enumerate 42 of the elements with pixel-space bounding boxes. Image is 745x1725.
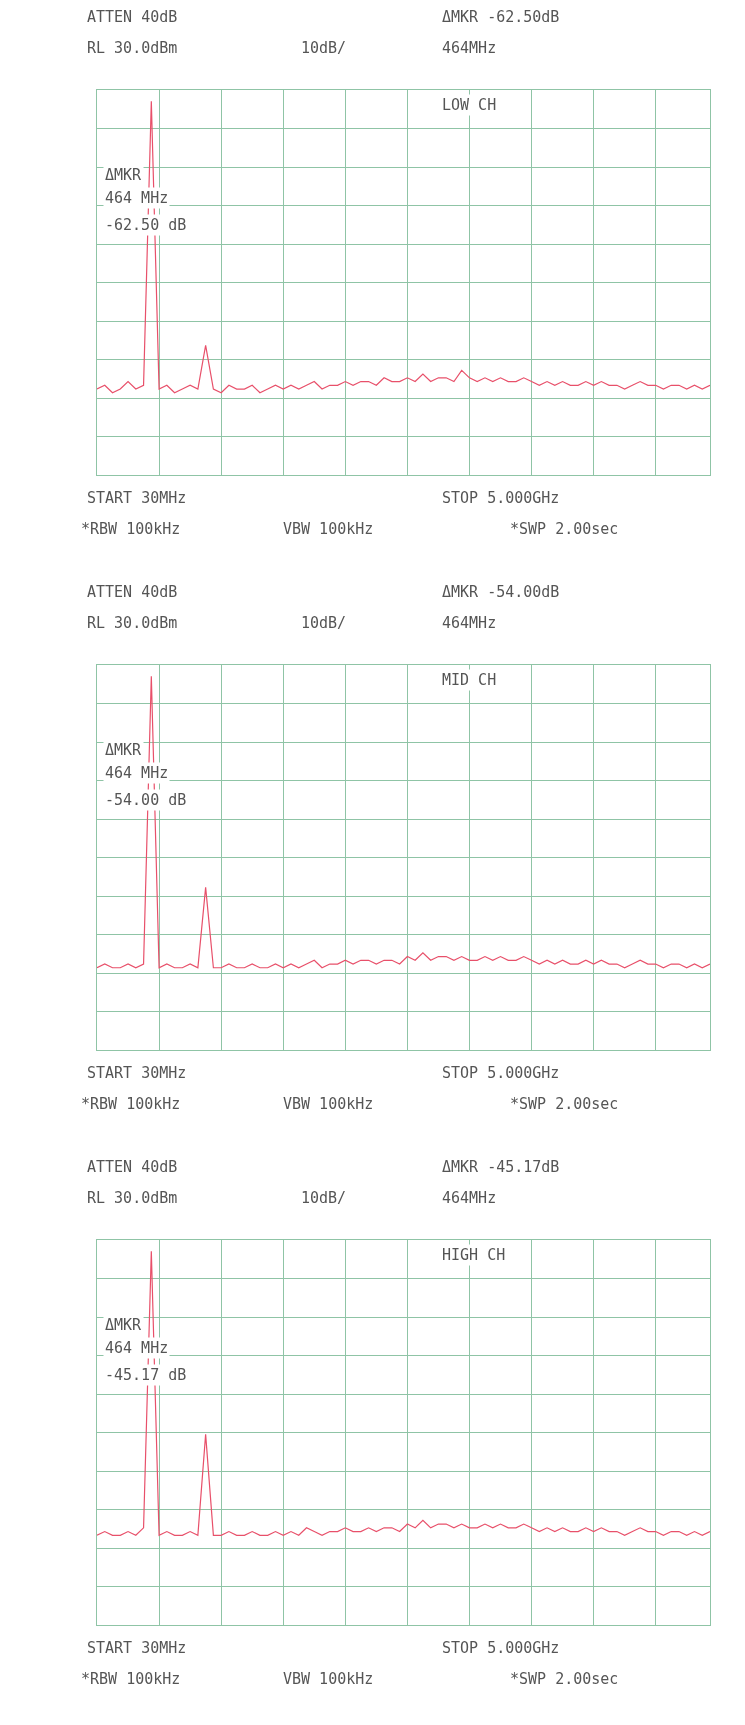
text: STOP 5.000GHz xyxy=(442,1064,560,1082)
text: 464MHz xyxy=(442,39,497,57)
text: 464MHz xyxy=(442,1189,497,1207)
annotation: 464 MHz xyxy=(105,189,169,207)
annotation: -45.17 dB xyxy=(105,1366,187,1384)
text: ΔMKR -54.00dB xyxy=(442,583,560,601)
text: 10dB/ xyxy=(301,39,347,57)
text: *RBW 100kHz xyxy=(81,520,181,538)
annotation: MID CH xyxy=(442,671,497,689)
text: START 30MHz xyxy=(87,1064,187,1082)
annotation: HIGH CH xyxy=(442,1246,506,1264)
text: STOP 5.000GHz xyxy=(442,1639,560,1657)
annotation: -54.00 dB xyxy=(105,791,187,809)
text: ΔMKR -62.50dB xyxy=(442,8,560,26)
text: VBW 100kHz xyxy=(283,520,374,538)
text: STOP 5.000GHz xyxy=(442,489,560,507)
text: ATTEN 40dB xyxy=(87,583,178,601)
text: *SWP 2.00sec xyxy=(510,520,619,538)
text: RL 30.0dBm xyxy=(87,1189,178,1207)
annotation: ΔMKR xyxy=(105,741,143,759)
text: VBW 100kHz xyxy=(283,1670,374,1688)
text: 10dB/ xyxy=(301,1189,347,1207)
text: ATTEN 40dB xyxy=(87,1158,178,1176)
annotation: ΔMKR xyxy=(105,166,143,184)
annotation: -62.50 dB xyxy=(105,216,187,234)
text: 464MHz xyxy=(442,614,497,632)
text: *RBW 100kHz xyxy=(81,1670,181,1688)
text: START 30MHz xyxy=(87,1639,187,1657)
text: 10dB/ xyxy=(301,614,347,632)
text: *RBW 100kHz xyxy=(81,1095,181,1113)
text: ΔMKR -45.17dB xyxy=(442,1158,560,1176)
annotation: ΔMKR xyxy=(105,1316,143,1334)
text: *SWP 2.00sec xyxy=(510,1670,619,1688)
text: RL 30.0dBm xyxy=(87,614,178,632)
annotation: LOW CH xyxy=(442,96,497,114)
text: RL 30.0dBm xyxy=(87,39,178,57)
annotation: 464 MHz xyxy=(105,1339,169,1357)
text: START 30MHz xyxy=(87,489,187,507)
text: VBW 100kHz xyxy=(283,1095,374,1113)
text: ATTEN 40dB xyxy=(87,8,178,26)
text: *SWP 2.00sec xyxy=(510,1095,619,1113)
annotation: 464 MHz xyxy=(105,764,169,782)
